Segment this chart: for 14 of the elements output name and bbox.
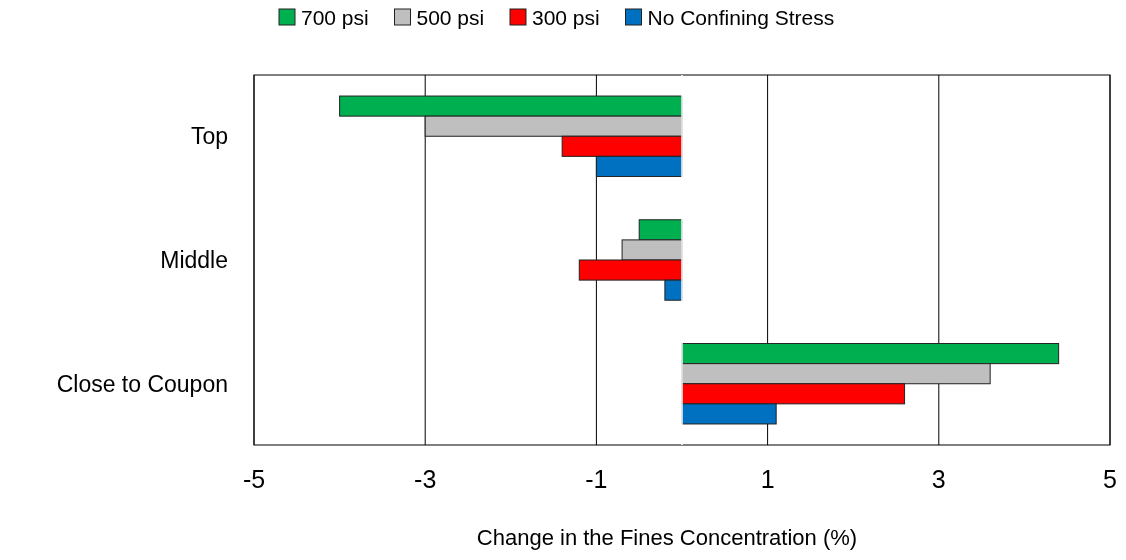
x-tick-label: -5 bbox=[242, 465, 266, 493]
x-tick-label: -3 bbox=[414, 465, 437, 493]
y-tick-label: Close to Coupon bbox=[56, 370, 228, 397]
x-tick-label: 5 bbox=[1103, 465, 1117, 493]
legend-label: 700 psi bbox=[301, 6, 369, 29]
x-tick-label: 3 bbox=[931, 465, 946, 493]
x-tick-label: -1 bbox=[585, 465, 608, 493]
legend-label: 300 psi bbox=[532, 6, 600, 29]
x-tick-label: 1 bbox=[760, 465, 775, 493]
legend-label: No Confining Stress bbox=[647, 6, 835, 29]
legend-label: 500 psi bbox=[416, 6, 485, 29]
y-tick-label: Middle bbox=[160, 247, 228, 273]
y-tick-label: Top bbox=[190, 123, 228, 150]
x-axis-title: Change in the Fines Concentration (%) bbox=[476, 525, 858, 550]
